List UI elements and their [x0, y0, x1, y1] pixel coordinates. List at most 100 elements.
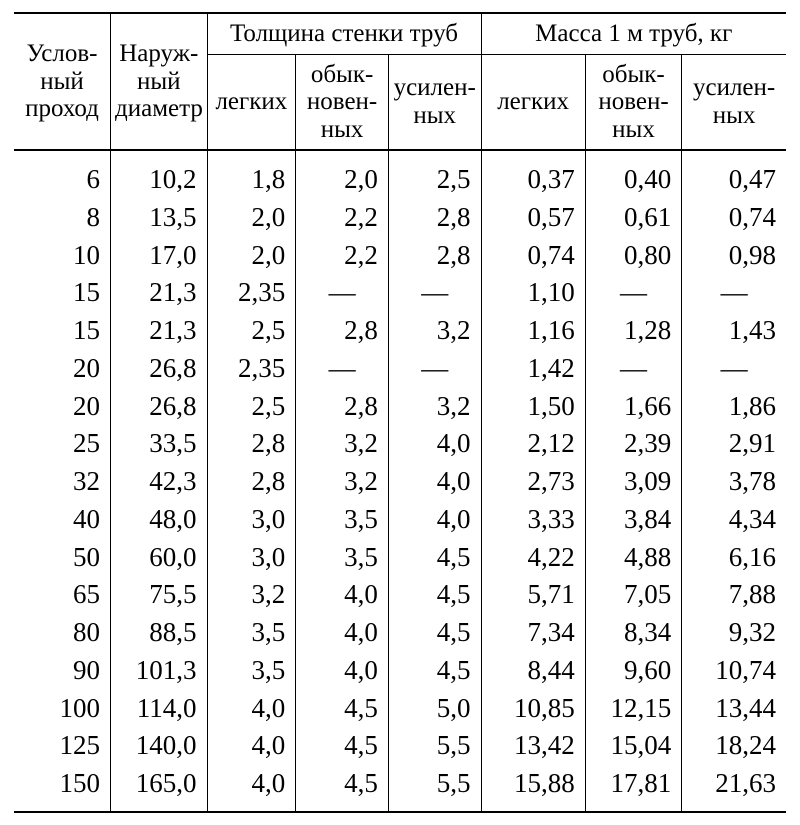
- table-cell: 2,0: [207, 199, 296, 237]
- table-cell: 2,12: [481, 425, 585, 463]
- table-cell: 2,5: [388, 150, 481, 199]
- header-thickness-reinforced: усилен-ных: [388, 54, 481, 150]
- table-cell: 4,5: [388, 652, 481, 690]
- table-cell: 13,42: [481, 727, 585, 765]
- table-cell: 3,2: [207, 576, 296, 614]
- table-cell: 1,28: [585, 312, 682, 350]
- header-group-mass-per-meter: Масса 1 м труб, кг: [481, 13, 786, 54]
- header-thickness-ordinary: обык-новен-ных: [296, 54, 389, 150]
- table-cell: 140,0: [111, 727, 208, 765]
- table-cell: 10,2: [111, 150, 208, 199]
- table-row: 8088,53,54,04,57,348,349,32: [14, 614, 786, 652]
- table-cell: 3,2: [296, 425, 389, 463]
- table-cell: 4,0: [296, 652, 389, 690]
- table-cell: 20: [14, 388, 111, 426]
- table-cell: 1,8: [207, 150, 296, 199]
- table-cell: 13,44: [682, 690, 786, 728]
- table-cell: 3,5: [207, 614, 296, 652]
- table-cell: 2,5: [207, 312, 296, 350]
- table-cell: 101,3: [111, 652, 208, 690]
- table-row: 1521,32,35——1,10——: [14, 274, 786, 312]
- table-cell: 17,0: [111, 237, 208, 275]
- table-cell: 2,8: [207, 463, 296, 501]
- table-cell: 2,8: [207, 425, 296, 463]
- table-cell: 2,2: [296, 237, 389, 275]
- table-cell: 165,0: [111, 765, 208, 812]
- table-cell: —: [682, 274, 786, 312]
- table-cell: 8,44: [481, 652, 585, 690]
- table-header: Услов-ныйпроход Наруж-ныйдиаметр Толщина…: [14, 13, 786, 150]
- table-row: 6575,53,24,04,55,717,057,88: [14, 576, 786, 614]
- table-cell: 2,0: [207, 237, 296, 275]
- table-row: 610,21,82,02,50,370,400,47: [14, 150, 786, 199]
- table-cell: 65: [14, 576, 111, 614]
- table-row: 125140,04,04,55,513,4215,0418,24: [14, 727, 786, 765]
- table-cell: 3,78: [682, 463, 786, 501]
- table-cell: 21,3: [111, 274, 208, 312]
- header-mass-reinforced: усилен-ных: [682, 54, 786, 150]
- table-cell: 9,32: [682, 614, 786, 652]
- table-cell: 0,40: [585, 150, 682, 199]
- table-cell: 3,2: [388, 312, 481, 350]
- table-cell: 1,50: [481, 388, 585, 426]
- table-cell: 1,86: [682, 388, 786, 426]
- table-row: 2026,82,35——1,42——: [14, 350, 786, 388]
- table-cell: 4,5: [296, 690, 389, 728]
- table-cell: 3,09: [585, 463, 682, 501]
- table-cell: 2,35: [207, 350, 296, 388]
- table-cell: 1,16: [481, 312, 585, 350]
- table-cell: —: [585, 350, 682, 388]
- table-cell: 42,3: [111, 463, 208, 501]
- table-cell: 12,15: [585, 690, 682, 728]
- table-row: 1521,32,52,83,21,161,281,43: [14, 312, 786, 350]
- table-cell: 0,74: [682, 199, 786, 237]
- table-cell: 4,0: [388, 501, 481, 539]
- table-cell: 4,5: [388, 614, 481, 652]
- table-cell: 1,10: [481, 274, 585, 312]
- table-cell: 60,0: [111, 539, 208, 577]
- table-row: 150165,04,04,55,515,8817,8121,63: [14, 765, 786, 812]
- table-cell: 15,88: [481, 765, 585, 812]
- table-cell: 4,0: [207, 690, 296, 728]
- table-cell: 80: [14, 614, 111, 652]
- table-cell: 2,2: [296, 199, 389, 237]
- table-row: 4048,03,03,54,03,333,844,34: [14, 501, 786, 539]
- table-cell: 0,61: [585, 199, 682, 237]
- table-cell: 2,73: [481, 463, 585, 501]
- header-outer-diameter: Наруж-ныйдиаметр: [111, 13, 208, 150]
- table-cell: 2,8: [388, 237, 481, 275]
- table-cell: 48,0: [111, 501, 208, 539]
- table-cell: 26,8: [111, 388, 208, 426]
- table-cell: 3,5: [207, 652, 296, 690]
- table-cell: 25: [14, 425, 111, 463]
- table-cell: 5,0: [388, 690, 481, 728]
- table-cell: 150: [14, 765, 111, 812]
- table-cell: 7,34: [481, 614, 585, 652]
- table-cell: 3,2: [388, 388, 481, 426]
- table-cell: —: [296, 274, 389, 312]
- header-mass-ordinary: обык-новен-ных: [585, 54, 682, 150]
- header-group-wall-thickness: Толщина стенки труб: [207, 13, 481, 54]
- table-cell: 2,8: [296, 312, 389, 350]
- table-row: 813,52,02,22,80,570,610,74: [14, 199, 786, 237]
- table-cell: 3,0: [207, 539, 296, 577]
- header-nominal-bore: Услов-ныйпроход: [14, 13, 111, 150]
- table-cell: 5,5: [388, 765, 481, 812]
- header-mass-light: легких: [481, 54, 585, 150]
- table-cell: 100: [14, 690, 111, 728]
- table-row: 3242,32,83,24,02,733,093,78: [14, 463, 786, 501]
- table-cell: 5,5: [388, 727, 481, 765]
- table-body: 610,21,82,02,50,370,400,47813,52,02,22,8…: [14, 150, 786, 812]
- table-cell: 1,43: [682, 312, 786, 350]
- table-cell: 6: [14, 150, 111, 199]
- table-cell: 4,5: [388, 576, 481, 614]
- table-cell: 3,5: [296, 539, 389, 577]
- table-cell: 88,5: [111, 614, 208, 652]
- table-cell: 20: [14, 350, 111, 388]
- table-cell: 40: [14, 501, 111, 539]
- table-cell: 0,57: [481, 199, 585, 237]
- table-cell: 125: [14, 727, 111, 765]
- table-cell: —: [585, 274, 682, 312]
- table-cell: 0,74: [481, 237, 585, 275]
- table-cell: 4,0: [296, 614, 389, 652]
